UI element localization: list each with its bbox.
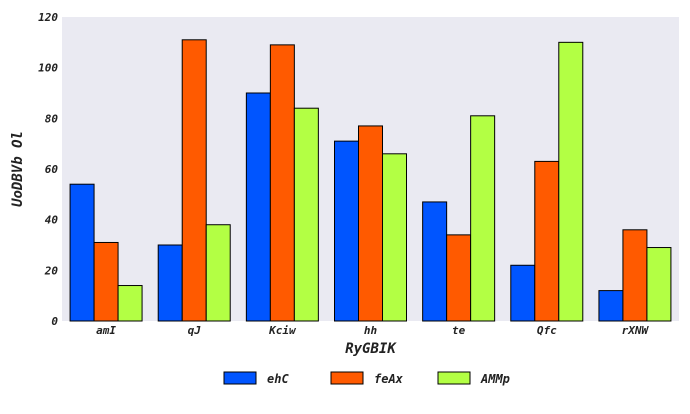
bar-AMMp-Qfc	[558, 41, 584, 322]
legend-label-feAx: feAx	[374, 372, 404, 386]
bar-ehC-rXNW	[598, 290, 624, 322]
legend-label-AMMp: AMMp	[480, 372, 510, 386]
x-tick-label: qJ	[188, 324, 202, 337]
bar-feAx-Kciw	[269, 44, 295, 322]
bar-feAx-qJ	[181, 39, 207, 322]
bar-AMMp-qJ	[205, 224, 231, 322]
bar-ehC-Qfc	[510, 264, 536, 322]
x-tick-label: rXNW	[622, 324, 650, 337]
x-tick-label: te	[452, 324, 466, 337]
x-tick-label: amI	[96, 324, 116, 337]
bar-AMMp-te	[470, 115, 496, 322]
legend-swatch-AMMp	[437, 371, 471, 385]
x-tick-label: Kciw	[268, 324, 297, 337]
y-axis-label: UoDBVb Ol	[10, 131, 26, 207]
legend-swatch-ehC	[223, 371, 257, 385]
legend: ehC feAx AMMp	[223, 371, 510, 386]
bar-AMMp-Kciw	[293, 107, 319, 322]
bars-layer	[69, 39, 672, 322]
bar-ehC-hh	[334, 140, 359, 322]
x-axis-label: RyGBIK	[345, 341, 397, 357]
x-tick-label: Qfc	[537, 324, 557, 337]
bar-AMMp-amI	[117, 285, 143, 322]
y-tick-label: 100	[38, 62, 58, 75]
y-tick-label: 0	[51, 315, 58, 328]
y-tick-label: 120	[38, 11, 58, 24]
bar-ehC-te	[422, 201, 448, 322]
x-axis-ticks: amI qJ Kciw hh te Qfc rXNW	[96, 324, 649, 337]
bar-AMMp-hh	[382, 153, 407, 322]
bar-feAx-te	[446, 234, 472, 322]
bar-AMMp-rXNW	[646, 247, 672, 322]
legend-label-ehC: ehC	[267, 372, 289, 386]
y-tick-label: 20	[44, 264, 59, 277]
legend-swatch-feAx	[330, 371, 364, 385]
y-tick-label: 60	[45, 163, 59, 176]
bar-feAx-amI	[93, 241, 119, 322]
x-tick-label: hh	[364, 324, 378, 337]
bar-ehC-amI	[69, 183, 95, 322]
y-axis-ticks: 0 20 40 60 80 100 120	[38, 11, 58, 328]
bar-ehC-qJ	[157, 244, 183, 322]
bar-feAx-rXNW	[622, 229, 648, 322]
y-tick-label: 40	[45, 214, 59, 227]
bar-ehC-Kciw	[245, 92, 271, 322]
y-tick-label: 80	[45, 112, 59, 125]
bar-feAx-hh	[358, 125, 383, 322]
bar-feAx-Qfc	[534, 160, 560, 322]
